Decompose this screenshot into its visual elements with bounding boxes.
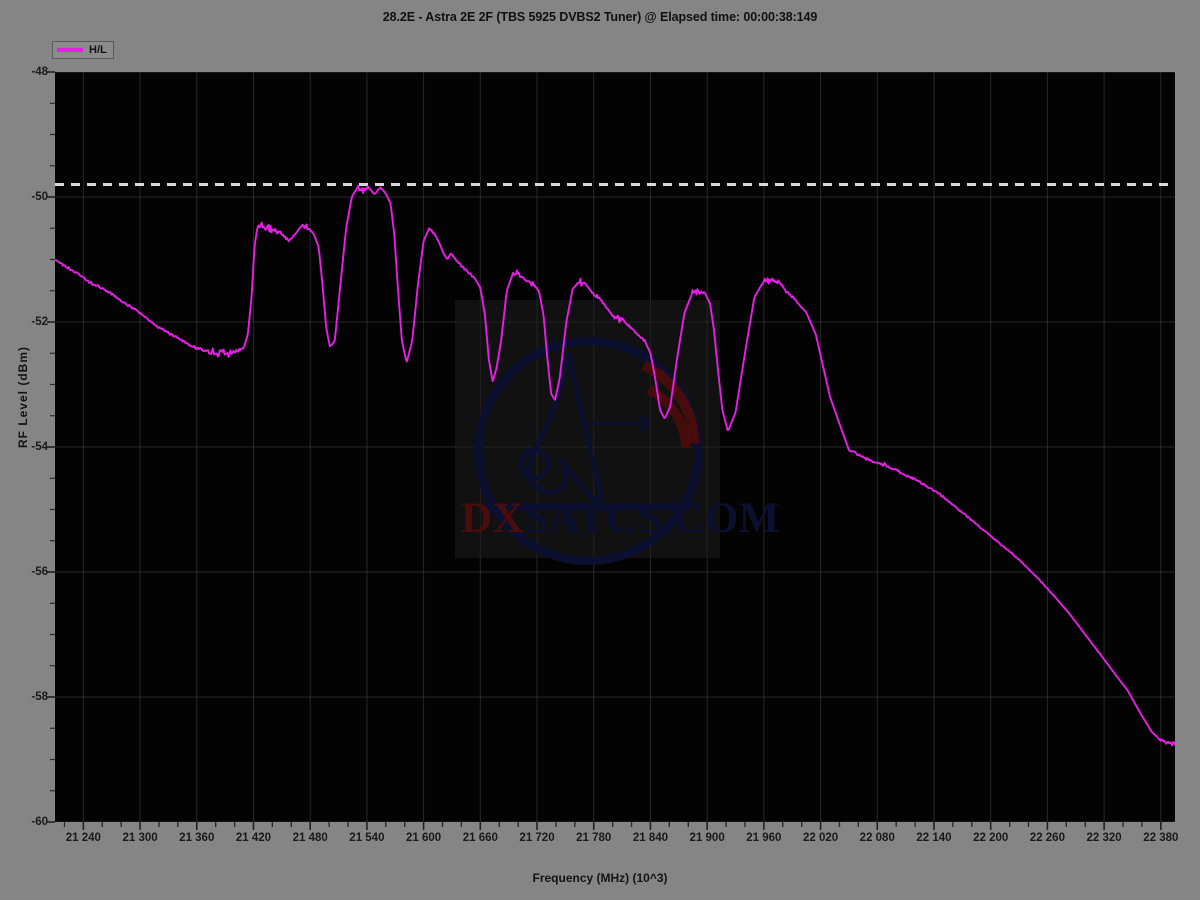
x-tick-label: 21 480	[292, 832, 328, 844]
x-tick-label: 22 260	[1029, 832, 1065, 844]
y-tick-label: -50	[31, 191, 48, 203]
y-axis-labels: -48 -50 -52 -54 -56 -58 -60	[0, 0, 48, 900]
y-tick-label: -48	[31, 66, 48, 78]
x-tick-label: 22 140	[916, 832, 952, 844]
x-tick-label: 21 420	[235, 832, 272, 844]
x-tick-label: 21 600	[406, 832, 442, 844]
x-tick-label: 21 900	[689, 832, 725, 844]
page-title: 28.2E - Astra 2E 2F (TBS 5925 DVBS2 Tune…	[382, 10, 818, 24]
x-tick-label: 22 020	[802, 832, 839, 844]
x-axis-title: Frequency (MHz) (10^3)	[532, 871, 668, 885]
x-tick-label: 21 540	[349, 832, 385, 844]
x-tick-label: 21 660	[462, 832, 498, 844]
dxsatcs-watermark: DXSATCS.COM	[455, 300, 780, 565]
x-tick-label: 21 840	[632, 832, 669, 844]
x-tick-label: 21 960	[746, 832, 782, 844]
legend-label-hl: H/L	[89, 43, 107, 56]
y-tick-label: -60	[31, 816, 48, 828]
x-axis-labels: 21 240 21 300 21 360 21 420 21 480 21 540 21 6…	[0, 832, 1200, 854]
y-tick-label: -52	[31, 316, 48, 328]
x-tick-label: 21 720	[519, 832, 555, 844]
y-axis-title: RF Level (dBm)	[16, 346, 30, 449]
x-tick-label: 22 320	[1086, 832, 1122, 844]
plot-area[interactable]: DXSATCS.COM	[55, 72, 1175, 822]
chart-legend[interactable]: H/L	[52, 41, 114, 59]
x-tick-label: 22 380	[1143, 832, 1179, 844]
x-tick-label: 21 360	[179, 832, 215, 844]
svg-text:DXSATCS.COM: DXSATCS.COM	[461, 495, 780, 542]
x-tick-label: 22 080	[859, 832, 895, 844]
x-tick-label: 21 240	[65, 832, 101, 844]
y-tick-label: -58	[31, 691, 48, 703]
grid-lines	[55, 72, 1175, 822]
spectrum-plot: DXSATCS.COM	[55, 72, 1175, 822]
y-tick-label: -56	[31, 566, 48, 578]
y-tick-label: -54	[31, 441, 48, 453]
legend-swatch-hl	[57, 48, 83, 52]
x-tick-label: 21 300	[122, 832, 158, 844]
x-tick-label: 22 200	[973, 832, 1009, 844]
trace-hl	[55, 184, 1175, 747]
x-tick-label: 21 780	[576, 832, 612, 844]
